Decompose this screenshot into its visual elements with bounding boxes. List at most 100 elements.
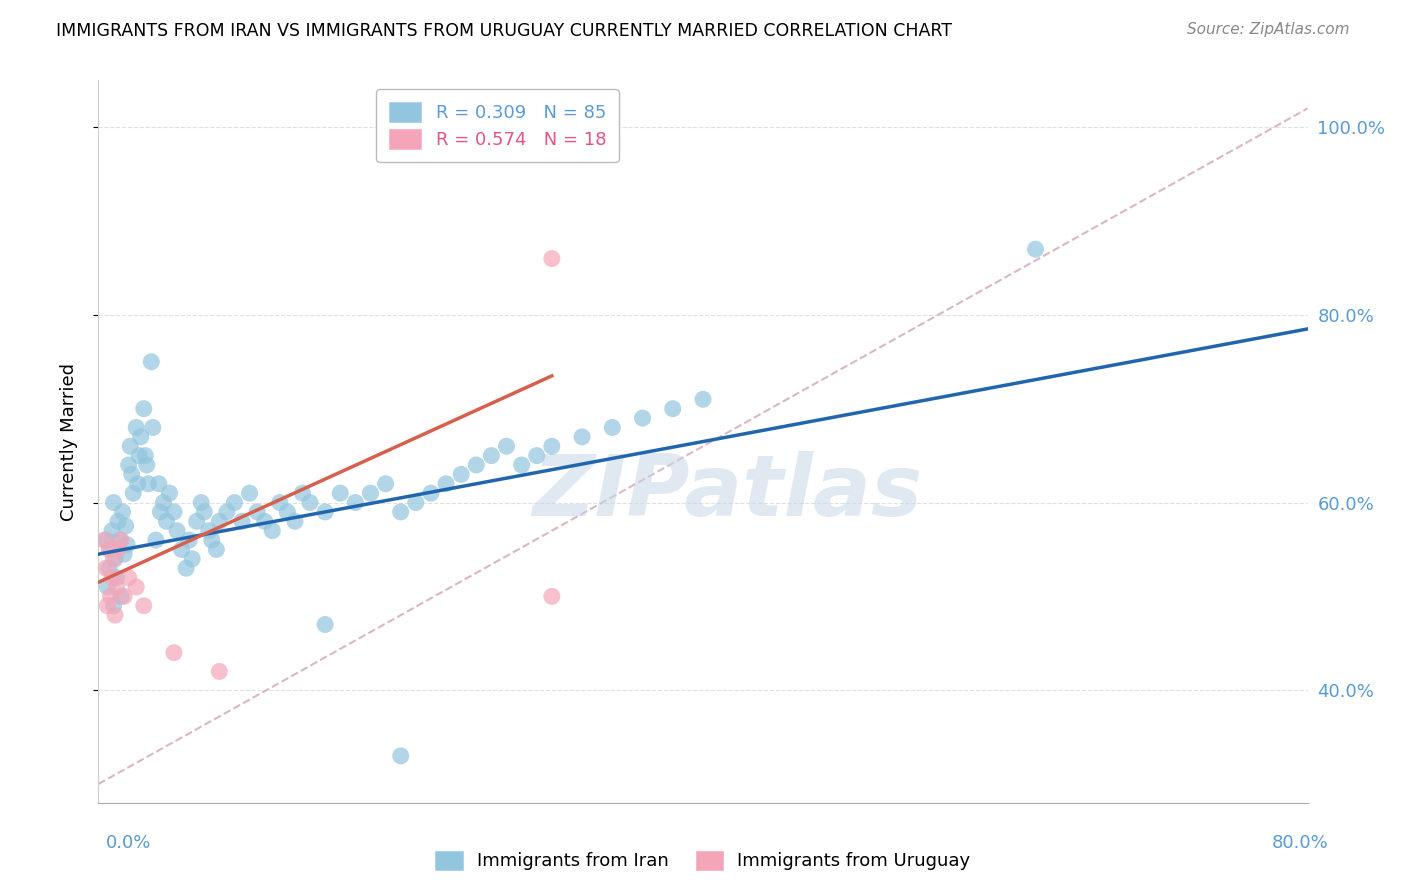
Point bbox=[405, 495, 427, 509]
Point bbox=[389, 748, 412, 763]
Point bbox=[115, 538, 138, 552]
Point bbox=[96, 580, 118, 594]
Legend: Immigrants from Iran, Immigrants from Uruguay: Immigrants from Iran, Immigrants from Ur… bbox=[429, 844, 977, 878]
Point bbox=[103, 599, 125, 613]
Point bbox=[135, 458, 157, 472]
Point bbox=[481, 449, 503, 463]
Point bbox=[495, 439, 517, 453]
Point bbox=[631, 411, 654, 425]
Point bbox=[107, 542, 129, 557]
Point bbox=[104, 608, 127, 623]
Point bbox=[112, 547, 135, 561]
Point bbox=[110, 533, 132, 547]
Point bbox=[1024, 242, 1046, 256]
Point bbox=[224, 495, 246, 509]
Point bbox=[107, 514, 129, 528]
Point bbox=[105, 580, 128, 594]
Point bbox=[174, 561, 197, 575]
Point bbox=[94, 561, 117, 575]
Point bbox=[127, 476, 149, 491]
Text: ZIPatlas: ZIPatlas bbox=[531, 450, 922, 533]
Text: IMMIGRANTS FROM IRAN VS IMMIGRANTS FROM URUGUAY CURRENTLY MARRIED CORRELATION CH: IMMIGRANTS FROM IRAN VS IMMIGRANTS FROM … bbox=[56, 22, 952, 40]
Point bbox=[344, 495, 367, 509]
Point bbox=[465, 458, 488, 472]
Point bbox=[163, 646, 186, 660]
Point bbox=[510, 458, 533, 472]
Point bbox=[360, 486, 382, 500]
Point bbox=[262, 524, 284, 538]
Point bbox=[166, 524, 188, 538]
Point bbox=[111, 505, 134, 519]
Point bbox=[103, 495, 125, 509]
Point bbox=[96, 599, 118, 613]
Point bbox=[100, 590, 122, 604]
Point bbox=[239, 486, 262, 500]
Point bbox=[208, 665, 231, 679]
Point bbox=[122, 486, 145, 500]
Point bbox=[118, 458, 141, 472]
Text: 0.0%: 0.0% bbox=[105, 834, 150, 852]
Point bbox=[148, 476, 170, 491]
Point bbox=[299, 495, 322, 509]
Point bbox=[181, 551, 204, 566]
Point bbox=[602, 420, 624, 434]
Point bbox=[136, 476, 159, 491]
Point bbox=[540, 252, 562, 266]
Point bbox=[103, 551, 125, 566]
Point bbox=[329, 486, 352, 500]
Point bbox=[100, 542, 122, 557]
Point bbox=[149, 505, 172, 519]
Point bbox=[125, 580, 148, 594]
Point bbox=[231, 514, 253, 528]
Point bbox=[276, 505, 298, 519]
Point bbox=[114, 519, 136, 533]
Point bbox=[571, 430, 593, 444]
Text: Source: ZipAtlas.com: Source: ZipAtlas.com bbox=[1187, 22, 1350, 37]
Point bbox=[179, 533, 201, 547]
Point bbox=[253, 514, 276, 528]
Point bbox=[142, 420, 165, 434]
Y-axis label: Currently Married: Currently Married bbox=[59, 362, 77, 521]
Point bbox=[163, 505, 186, 519]
Point bbox=[104, 551, 127, 566]
Point bbox=[201, 533, 224, 547]
Point bbox=[190, 495, 212, 509]
Point bbox=[159, 486, 181, 500]
Point bbox=[540, 590, 562, 604]
Point bbox=[420, 486, 443, 500]
Point bbox=[112, 590, 135, 604]
Point bbox=[121, 467, 143, 482]
Point bbox=[246, 505, 269, 519]
Legend: R = 0.309   N = 85, R = 0.574   N = 18: R = 0.309 N = 85, R = 0.574 N = 18 bbox=[375, 89, 619, 161]
Point bbox=[105, 571, 128, 585]
Point bbox=[141, 355, 163, 369]
Point bbox=[205, 542, 228, 557]
Point bbox=[145, 533, 167, 547]
Point bbox=[110, 590, 132, 604]
Point bbox=[129, 430, 152, 444]
Point bbox=[98, 561, 121, 575]
Text: 80.0%: 80.0% bbox=[1272, 834, 1329, 852]
Point bbox=[134, 449, 156, 463]
Point bbox=[215, 505, 238, 519]
Point bbox=[540, 439, 562, 453]
Point bbox=[98, 542, 121, 557]
Point bbox=[284, 514, 307, 528]
Point bbox=[314, 505, 336, 519]
Point bbox=[152, 495, 174, 509]
Point bbox=[661, 401, 683, 416]
Point bbox=[193, 505, 215, 519]
Point bbox=[155, 514, 177, 528]
Point bbox=[314, 617, 336, 632]
Point bbox=[120, 439, 142, 453]
Point bbox=[93, 533, 115, 547]
Point bbox=[118, 571, 141, 585]
Point bbox=[101, 524, 124, 538]
Point bbox=[389, 505, 412, 519]
Point bbox=[197, 524, 219, 538]
Point bbox=[186, 514, 208, 528]
Point bbox=[434, 476, 457, 491]
Point bbox=[291, 486, 314, 500]
Point bbox=[692, 392, 714, 407]
Point bbox=[94, 533, 117, 547]
